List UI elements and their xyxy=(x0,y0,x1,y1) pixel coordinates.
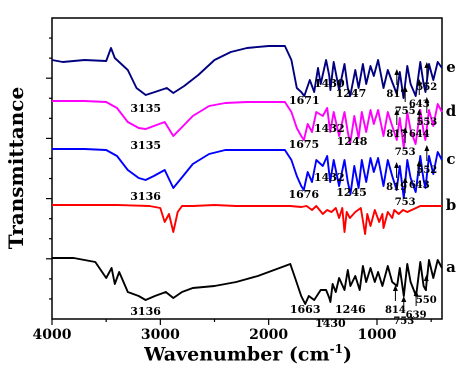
peak-label: 1663 xyxy=(290,303,321,316)
peak-label: 1245 xyxy=(336,186,367,199)
peak-arrow-head xyxy=(402,177,408,183)
plot-frame xyxy=(51,17,443,320)
peak-label: 1248 xyxy=(337,135,368,148)
peak-label: 1432 xyxy=(314,171,345,184)
peak-label: 817 xyxy=(386,129,407,140)
peak-label: 755 xyxy=(395,106,416,117)
peak-label: 550 xyxy=(416,295,437,306)
peak-label: 1671 xyxy=(289,94,320,107)
series-d-line xyxy=(52,100,443,149)
peak-label: 1675 xyxy=(289,138,320,151)
peak-arrow-head xyxy=(416,109,422,115)
peak-arrow-head xyxy=(392,285,398,291)
y-axis-ticks xyxy=(46,37,52,300)
peak-label: 3136 xyxy=(130,190,161,203)
series-b-line xyxy=(52,204,442,235)
x-axis-ticks: 4000 3000 2000 1000 xyxy=(33,319,432,343)
peak-label: 3136 xyxy=(130,305,161,318)
x-axis-label-unit-exponent: -1 xyxy=(329,342,343,356)
peak-label: 643 xyxy=(409,180,430,191)
peak-arrow-head xyxy=(401,296,407,302)
peak-label: 817 xyxy=(386,89,407,100)
x-tick-label: 2000 xyxy=(249,327,288,343)
y-axis-label: Transmittance xyxy=(4,86,28,250)
peak-label: 753 xyxy=(393,316,414,327)
peak-arrow-head xyxy=(424,62,430,68)
peak-label: 552 xyxy=(416,82,437,93)
peak-label: 753 xyxy=(395,197,416,208)
x-axis-label: Wavenumber (cm-1) xyxy=(144,342,352,365)
x-tick-label: 3000 xyxy=(141,327,180,343)
series-c-line xyxy=(52,148,443,199)
peak-label: 1432 xyxy=(314,122,345,135)
peak-label: 753 xyxy=(395,147,416,158)
peak-arrow-head xyxy=(394,162,400,168)
x-tick-label: 1000 xyxy=(358,327,397,343)
series-a-line xyxy=(52,257,443,305)
peak-label: 639 xyxy=(406,310,427,321)
series-c-letter: c xyxy=(446,150,455,168)
peak-label: 1247 xyxy=(336,87,367,100)
peak-label: 1430 xyxy=(315,317,346,330)
x-axis-label-text: Wavenumber (cm xyxy=(144,343,330,366)
spectra xyxy=(51,45,443,305)
peak-arrow-head xyxy=(402,127,408,133)
series-d-letter: d xyxy=(446,102,457,120)
series-b-letter: b xyxy=(446,196,457,214)
series-a-letter: a xyxy=(446,258,456,276)
peak-arrow-head xyxy=(424,97,430,103)
peak-label: 819 xyxy=(386,182,407,193)
peak-arrow-head xyxy=(413,290,419,296)
x-tick-label: 4000 xyxy=(33,327,72,343)
peak-label: 1430 xyxy=(314,77,345,90)
peak-label: 1246 xyxy=(335,303,366,316)
peak-arrow-head xyxy=(423,275,429,281)
peak-arrow-head xyxy=(394,109,400,115)
peak-arrow-head xyxy=(424,145,430,151)
peak-arrow-head xyxy=(416,79,422,85)
peak-arrow-head xyxy=(394,69,400,75)
peak-label: 3135 xyxy=(130,102,161,115)
x-axis-label-close: ) xyxy=(342,343,352,366)
peak-label: 643 xyxy=(409,99,430,110)
peak-label: 552 xyxy=(416,165,437,176)
peak-label: 3135 xyxy=(130,139,161,152)
peak-label: 1676 xyxy=(288,188,319,201)
series-e-line xyxy=(51,45,443,99)
peak-label: 644 xyxy=(409,129,430,140)
peak-label: 553 xyxy=(416,117,437,128)
peak-arrow-head xyxy=(416,160,422,166)
curve-letters: e d c b a xyxy=(446,58,457,276)
series-e-letter: e xyxy=(446,58,456,76)
peak-label: 814 xyxy=(385,305,406,316)
peak-arrow-head xyxy=(402,86,408,92)
